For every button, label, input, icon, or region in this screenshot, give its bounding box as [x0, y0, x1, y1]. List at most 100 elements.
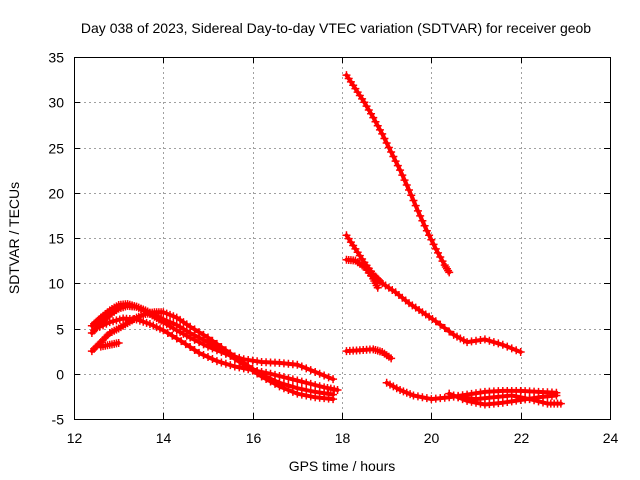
data-point-marker [217, 348, 226, 357]
data-point-marker [485, 336, 494, 345]
chart-title: Day 038 of 2023, Sidereal Day-to-day VTE… [81, 20, 591, 36]
data-point [311, 367, 320, 376]
x-tick-label: 24 [603, 430, 619, 446]
series-arc-8 [342, 255, 382, 292]
data-point-marker [393, 161, 402, 170]
data-point-marker [418, 393, 427, 402]
data-point-marker [226, 351, 235, 360]
data-point-marker [402, 181, 411, 190]
data-point-marker [235, 353, 244, 362]
data-point-marker [315, 382, 324, 391]
data-point-marker [389, 152, 398, 161]
data-point [333, 386, 342, 395]
data-point-marker [382, 138, 391, 147]
data-point-marker [297, 362, 306, 371]
data-point-marker [199, 340, 208, 349]
data-point [480, 335, 489, 344]
data-point-marker [413, 392, 422, 401]
data-point-marker [302, 391, 311, 400]
series-arc-1 [87, 308, 338, 399]
data-point [293, 389, 302, 398]
data-point [230, 362, 239, 371]
data-point [387, 354, 396, 363]
series-arc-4 [92, 314, 342, 395]
data-point-marker [539, 398, 547, 407]
data-point-marker [489, 338, 498, 347]
series-layer [87, 71, 565, 409]
data-point-marker [186, 343, 195, 352]
y-tick-label: 15 [48, 231, 64, 247]
data-point-marker [534, 397, 543, 406]
data-point-marker [306, 392, 315, 401]
data-point-marker [324, 373, 333, 382]
series-arc-3 [87, 300, 338, 384]
data-point-marker [507, 344, 516, 353]
data-point-marker [425, 231, 434, 240]
data-point [507, 391, 516, 400]
data-point-marker [226, 361, 235, 370]
data-point-marker [512, 346, 521, 355]
data-point-marker [271, 370, 279, 379]
x-tick-label: 20 [424, 430, 440, 446]
data-point [413, 206, 422, 215]
data-point-marker [311, 381, 320, 390]
data-point-marker [208, 355, 217, 364]
x-tick-label: 14 [156, 430, 172, 446]
data-point-marker [172, 334, 181, 343]
data-point-marker [416, 211, 425, 220]
data-point [302, 378, 311, 387]
data-point-marker [420, 221, 429, 230]
data-point-marker [244, 365, 253, 374]
data-point-marker [380, 134, 389, 143]
y-axis-label: SDTVAR / TECUs [6, 182, 22, 294]
data-point-marker [288, 375, 297, 384]
data-point-marker [239, 364, 248, 373]
data-point-marker [391, 157, 400, 166]
y-tick-label: 30 [48, 95, 64, 111]
data-point-marker [320, 371, 329, 380]
data-point [387, 148, 396, 157]
data-point-marker [279, 373, 288, 382]
data-point-marker [266, 377, 275, 386]
y-tick-label: 0 [56, 367, 64, 383]
data-point-marker [208, 344, 217, 353]
data-point-marker [438, 257, 447, 266]
data-point-marker [279, 384, 288, 393]
data-point [409, 391, 418, 400]
data-point-marker [418, 216, 427, 225]
y-tick-label: 5 [56, 322, 64, 338]
data-point-marker [168, 331, 177, 340]
data-point-marker [436, 253, 445, 262]
data-point-marker [521, 394, 530, 403]
series-arc-6 [342, 71, 454, 277]
data-point-marker [257, 367, 266, 376]
data-point-marker [181, 340, 190, 349]
data-point-marker [512, 392, 521, 401]
data-point [195, 348, 204, 357]
data-point-marker [398, 171, 407, 180]
y-tick-label: 35 [48, 50, 64, 66]
data-point [177, 337, 186, 346]
data-point-marker [530, 396, 539, 405]
data-point [329, 375, 338, 384]
data-point [221, 349, 230, 358]
data-point [378, 129, 387, 138]
data-point [422, 226, 431, 235]
data-point-marker [449, 391, 458, 400]
data-point-marker [293, 376, 302, 385]
data-point-marker [407, 191, 416, 200]
data-point [275, 382, 284, 391]
data-point-marker [163, 329, 172, 338]
data-point-marker [409, 196, 418, 205]
x-axis-label: GPS time / hours [289, 458, 396, 474]
data-point-marker [302, 364, 311, 373]
data-point-marker [217, 358, 226, 367]
data-point-marker [221, 359, 230, 368]
data-point-marker [427, 235, 436, 244]
data-point-marker [190, 345, 199, 354]
data-point-marker [373, 121, 382, 130]
x-tick-label: 22 [514, 430, 530, 446]
y-tick-label: 10 [48, 276, 64, 292]
data-point [266, 369, 275, 378]
